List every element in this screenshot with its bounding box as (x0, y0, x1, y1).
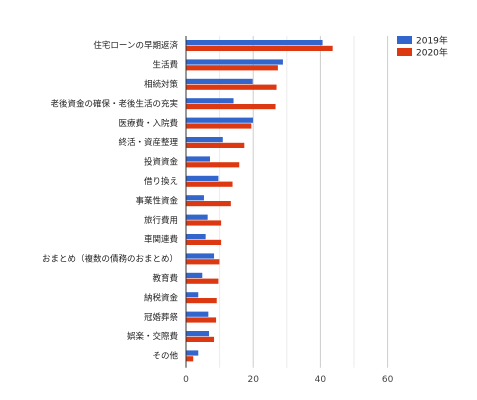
bar-2019-11 (186, 253, 215, 259)
bar-2020-7 (186, 181, 233, 187)
legend-label: 2020年 (416, 47, 448, 59)
category-label: 老後資金の確保・老後生活の充実 (50, 98, 178, 109)
category-label: 終活・資産整理 (118, 137, 178, 148)
bar-2019-15 (186, 331, 210, 337)
category-label: 娯楽・交際費 (127, 331, 179, 342)
bar-2020-15 (186, 336, 215, 342)
category-label: 納税資金 (144, 292, 179, 303)
bar-2019-9 (186, 214, 208, 220)
bar-2020-13 (186, 298, 217, 304)
bar-2020-11 (186, 259, 220, 265)
bar-2020-1 (186, 65, 278, 71)
bar-2020-6 (186, 162, 240, 168)
category-label: おまとめ（複数の債務のおまとめ） (42, 254, 178, 265)
category-label: 車関連費 (144, 234, 179, 245)
bar-2019-14 (186, 311, 209, 317)
bar-2020-14 (186, 317, 217, 323)
bar-2019-8 (186, 195, 204, 201)
category-label: 教育費 (152, 273, 178, 284)
x-tick-label: 40 (315, 375, 327, 385)
gridlines (185, 36, 389, 368)
bar-2019-3 (186, 98, 234, 104)
x-axis-ticks: 0 20 40 60 (183, 375, 393, 385)
bar-2020-16 (186, 356, 194, 362)
bar-2020-2 (186, 84, 277, 90)
category-label: 投資資金 (144, 157, 179, 168)
category-label: 医療費・入院費 (118, 118, 178, 129)
bars (186, 40, 333, 362)
category-label: 事業性資金 (135, 195, 178, 206)
bar-2019-4 (186, 117, 254, 123)
bar-2019-12 (186, 272, 203, 278)
bar-2020-4 (186, 123, 252, 129)
category-label: 住宅ローンの早期返済 (93, 40, 178, 51)
category-label: 相続対策 (144, 79, 179, 90)
category-label: 借り換え (144, 176, 178, 187)
bar-2019-5 (186, 137, 223, 143)
category-label: 生活費 (152, 60, 178, 71)
legend-swatch (397, 36, 412, 44)
bar-2020-3 (186, 104, 276, 110)
legend-label: 2019年 (416, 35, 448, 47)
x-tick-label: 20 (247, 375, 259, 385)
bar-2019-6 (186, 156, 211, 162)
bar-2019-7 (186, 175, 219, 181)
category-labels: 住宅ローンの早期返済生活費相続対策老後資金の確保・老後生活の充実医療費・入院費終… (42, 40, 179, 361)
category-label: その他 (152, 351, 178, 362)
bar-2020-8 (186, 201, 231, 207)
x-tick-label: 0 (183, 375, 189, 385)
bar-2020-0 (186, 45, 333, 51)
bar-2019-10 (186, 234, 206, 240)
category-label: 冠婚葬祭 (144, 312, 179, 323)
bar-2020-5 (186, 142, 245, 148)
bar-2019-0 (186, 40, 323, 46)
bar-2019-16 (186, 350, 199, 356)
legend-swatch (397, 48, 412, 56)
category-label: 旅行費用 (144, 215, 178, 226)
x-tick-label: 60 (382, 375, 394, 385)
bar-2019-13 (186, 292, 199, 298)
bar-2020-12 (186, 278, 219, 284)
bar-2019-1 (186, 59, 283, 65)
bar-2020-9 (186, 220, 222, 226)
bar-2019-2 (186, 78, 253, 84)
bar-2020-10 (186, 239, 222, 245)
